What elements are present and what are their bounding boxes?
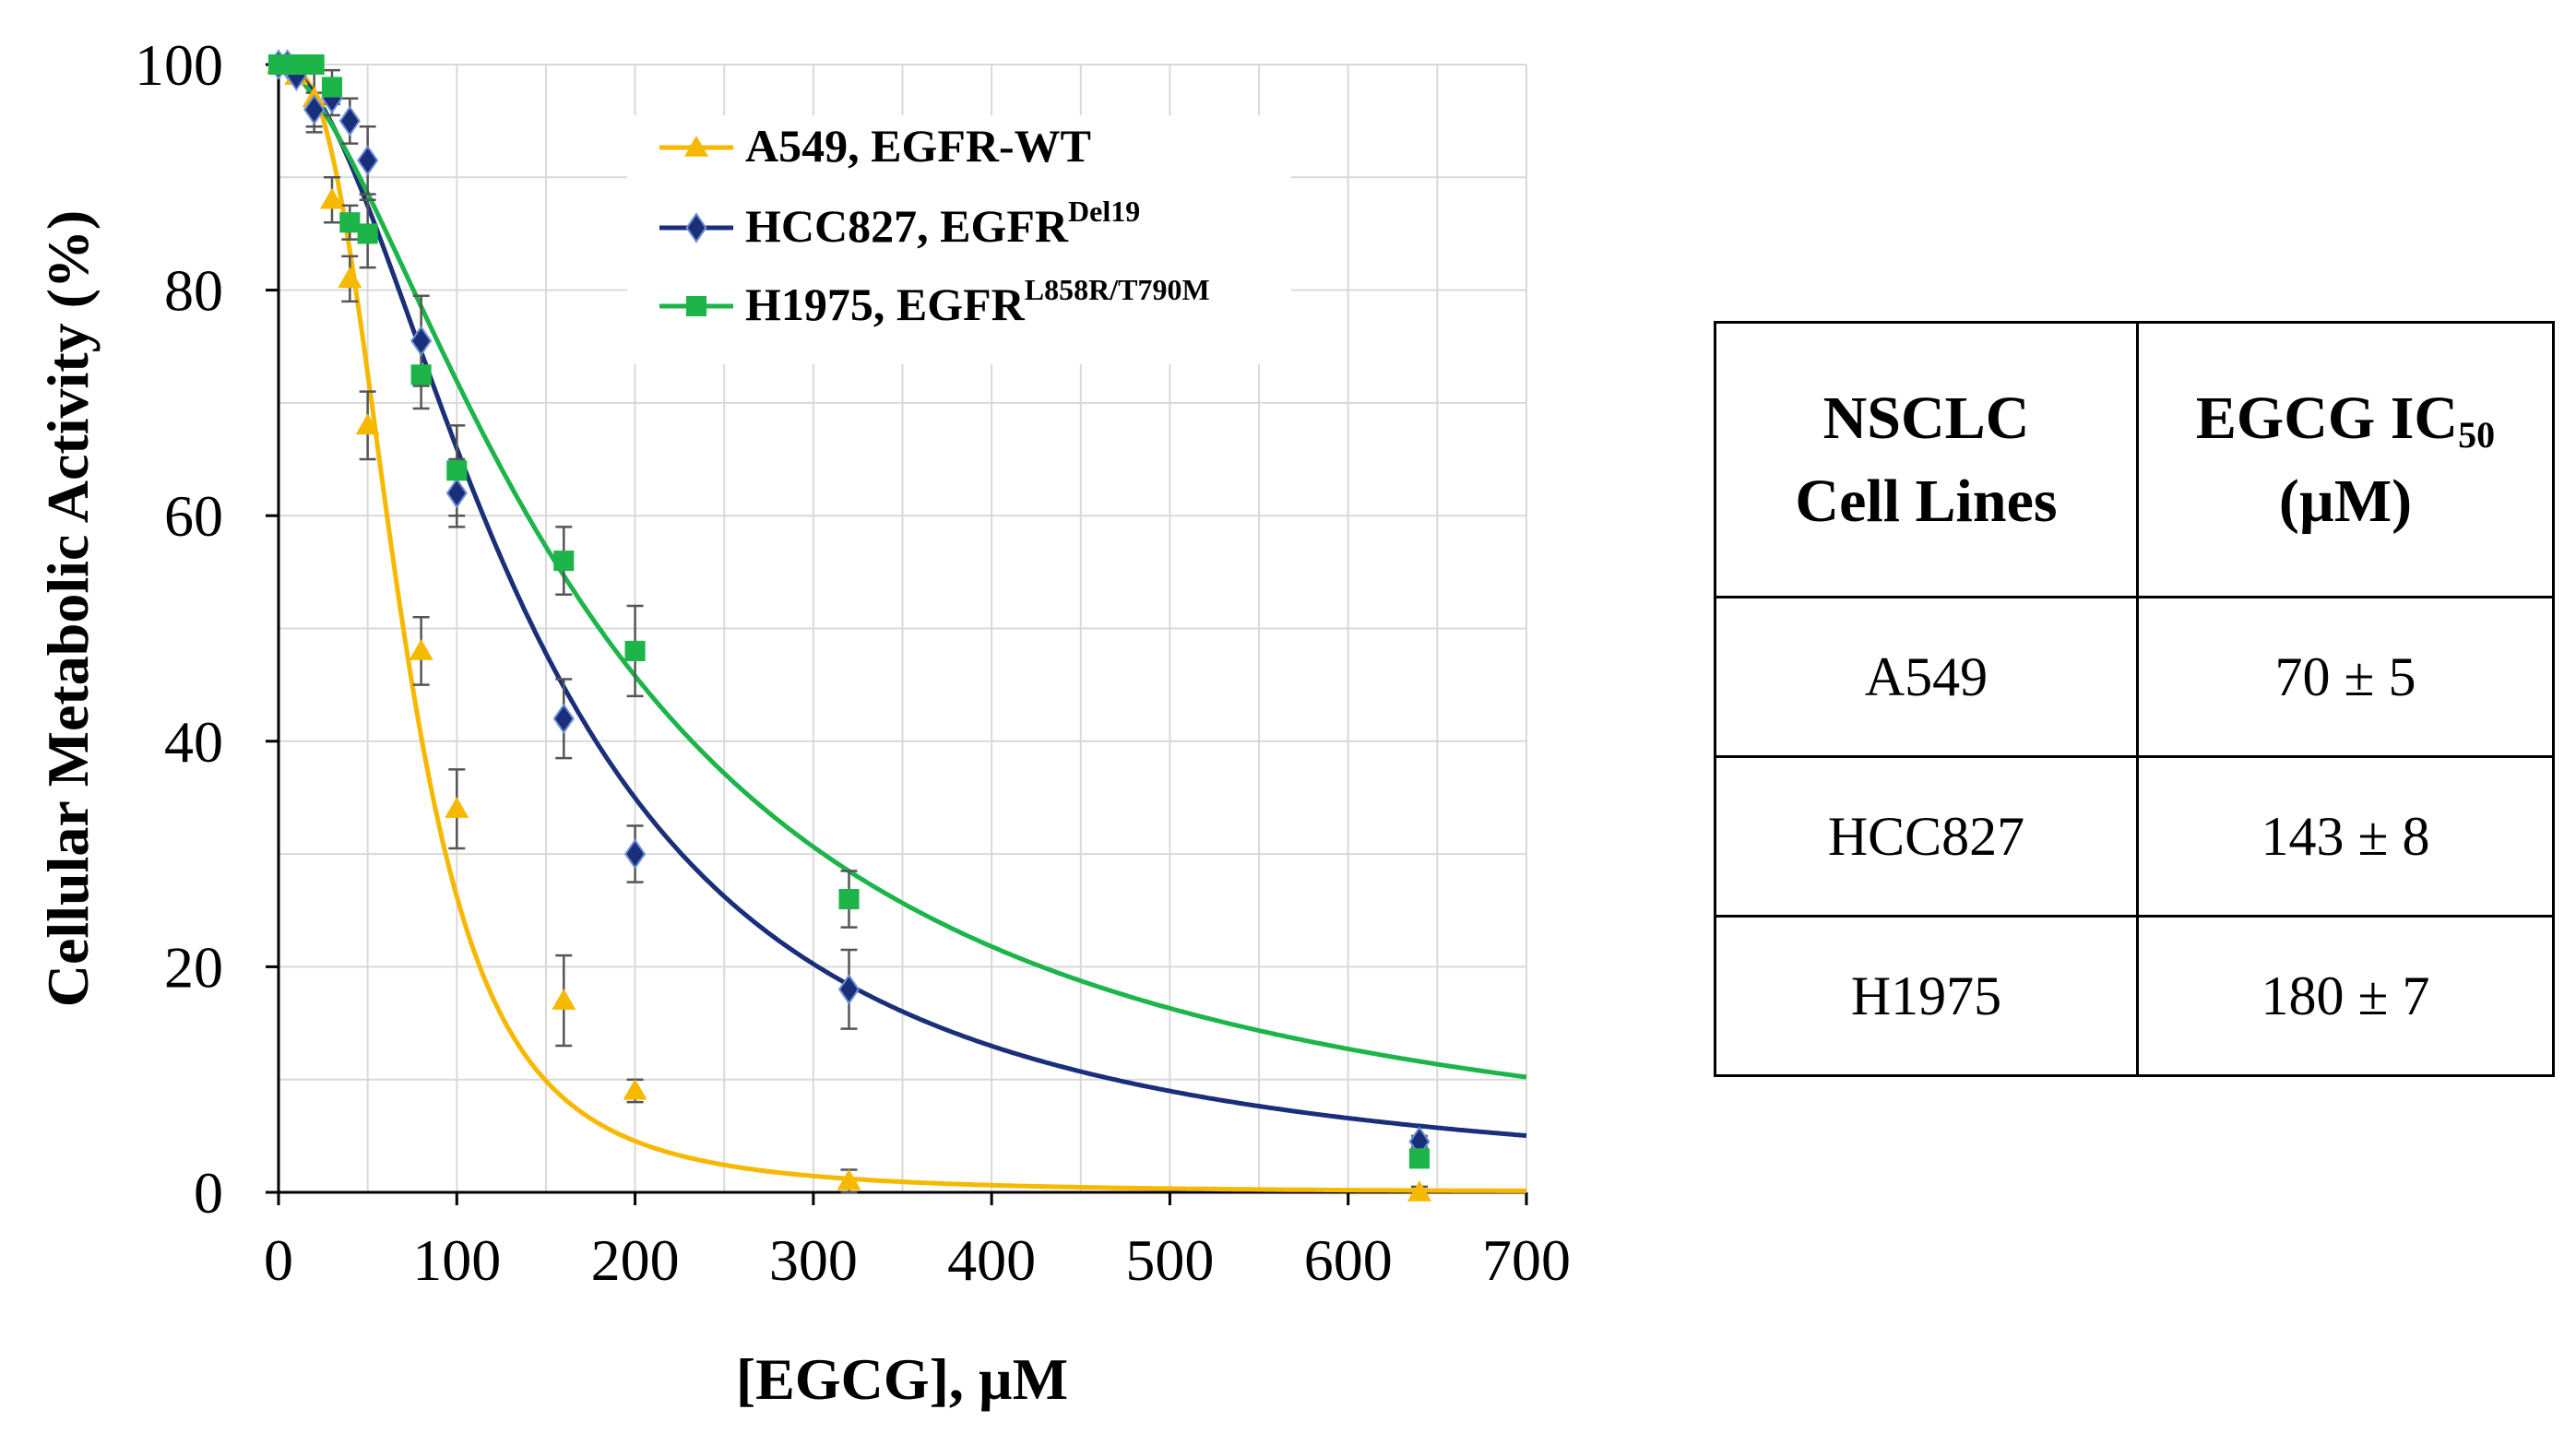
x-tick-label: 400 xyxy=(947,1227,1036,1293)
y-tick-label: 0 xyxy=(194,1160,223,1226)
dose-response-chart: 0 100 200 300 400 500 600 700 0 20 40 60 80 100 [EGCG… xyxy=(35,32,1571,1412)
data-point-square xyxy=(286,53,307,76)
data-point-triangle xyxy=(338,266,362,289)
x-tick-label: 0 xyxy=(264,1227,293,1293)
x-axis-title: [EGCG], µM xyxy=(736,1346,1068,1412)
x-tick-label: 200 xyxy=(591,1227,680,1293)
header-cell-lines-line2: Cell Lines xyxy=(1795,467,2058,535)
y-axis-title: Cellular Metabolic Activity (%) xyxy=(35,210,101,1007)
data-point-diamond xyxy=(837,974,861,1005)
cell-ic50-value: 143 ± 8 xyxy=(2136,755,2555,918)
data-point-square xyxy=(446,460,468,481)
data-point-square xyxy=(624,640,646,662)
x-tick-label: 100 xyxy=(412,1227,501,1293)
axes xyxy=(266,63,1528,1205)
data-point-diamond xyxy=(410,325,433,357)
data-point-triangle xyxy=(552,989,576,1010)
data-point-square xyxy=(339,212,361,233)
data-point-triangle xyxy=(445,797,469,818)
header-ic50-unit: (µM) xyxy=(2278,467,2413,535)
legend-marker-triangle xyxy=(684,136,708,157)
legend-label: A549, EGFR-WT xyxy=(745,120,1091,172)
table-row: H1975 180 ± 7 xyxy=(1714,915,2555,1077)
header-ic50-main: EGCG IC xyxy=(2195,384,2459,452)
table-row: HCC827 143 ± 8 xyxy=(1714,755,2555,918)
header-ic50: EGCG IC50 (µM) xyxy=(2136,321,2555,598)
data-point-diamond xyxy=(552,703,575,735)
cell-line-name: HCC827 xyxy=(1714,755,2139,918)
fit-curve-2 xyxy=(278,62,1527,1080)
x-tick-label: 300 xyxy=(769,1227,858,1293)
legend-label-superscript: L858R/T790M xyxy=(1025,273,1210,306)
data-point-triangle xyxy=(837,1168,861,1190)
cell-ic50-value: 70 ± 5 xyxy=(2136,596,2555,758)
data-point-diamond xyxy=(357,145,379,176)
table-header-row: NSCLC Cell Lines EGCG IC50 (µM) xyxy=(1714,321,2555,598)
data-markers xyxy=(267,49,1432,1202)
cell-line-name: A549 xyxy=(1714,596,2139,758)
x-tick-label: 500 xyxy=(1125,1227,1214,1293)
data-point-square xyxy=(838,888,860,910)
fit-curve-0 xyxy=(279,62,1527,1193)
ic50-table: NSCLC Cell Lines EGCG IC50 (µM) A549 70 … xyxy=(1714,321,2555,1077)
data-point-diamond xyxy=(445,478,468,509)
data-point-square xyxy=(321,77,343,98)
data-point-square xyxy=(303,53,325,76)
data-point-square xyxy=(1408,1148,1430,1169)
data-point-triangle xyxy=(355,413,380,435)
y-tick-label: 20 xyxy=(164,934,223,1000)
y-tick-label: 100 xyxy=(135,32,223,98)
table-row: A549 70 ± 5 xyxy=(1714,596,2555,758)
data-point-triangle xyxy=(623,1078,647,1100)
y-tick-label: 80 xyxy=(164,258,223,324)
y-tick-label: 60 xyxy=(164,483,223,549)
legend-marker-square xyxy=(685,295,707,317)
data-point-triangle xyxy=(1407,1180,1432,1202)
data-point-diamond xyxy=(303,94,326,125)
data-point-square xyxy=(553,551,575,572)
tick-labels: 0 100 200 300 400 500 600 700 0 20 40 60 80 100 xyxy=(135,32,1571,1293)
legend-marker-diamond xyxy=(685,212,707,243)
header-ic50-subscript: 50 xyxy=(2458,413,2496,456)
fit-curve-1 xyxy=(278,62,1527,1138)
x-tick-label: 700 xyxy=(1482,1227,1571,1293)
cell-ic50-value: 180 ± 7 xyxy=(2136,915,2555,1077)
legend-label-superscript: Del19 xyxy=(1068,195,1140,228)
data-point-triangle xyxy=(319,187,344,209)
fit-curves xyxy=(278,62,1527,1193)
header-cell-lines-line1: NSCLC xyxy=(1822,385,2030,453)
y-tick-label: 40 xyxy=(164,709,223,775)
data-point-square xyxy=(410,364,432,385)
data-point-diamond xyxy=(338,105,361,136)
x-tick-label: 600 xyxy=(1304,1227,1393,1293)
cell-line-name: H1975 xyxy=(1714,915,2139,1077)
legend-background xyxy=(627,115,1291,364)
data-point-square xyxy=(357,223,378,244)
data-point-triangle xyxy=(409,638,433,660)
data-point-diamond xyxy=(623,838,647,870)
header-cell-lines: NSCLC Cell Lines xyxy=(1714,321,2139,598)
